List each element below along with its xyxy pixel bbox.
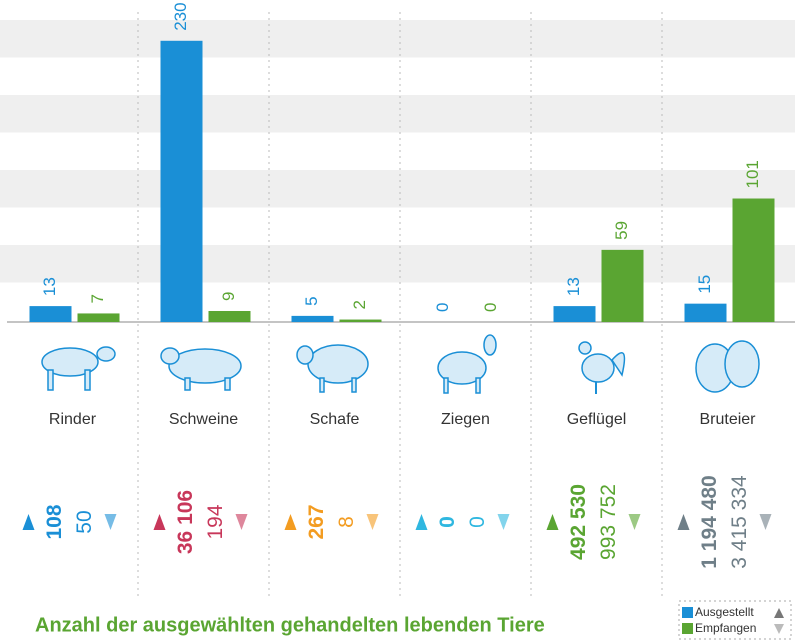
up-arrow: [547, 514, 559, 530]
value-label: 5: [302, 296, 321, 305]
grid-band: [0, 20, 795, 58]
bar: [209, 311, 251, 322]
bar: [78, 313, 120, 322]
down-arrow: [236, 514, 248, 530]
value-label: 15: [695, 275, 714, 294]
exported-value: 1 194 480: [698, 475, 721, 568]
goat-icon: [438, 335, 496, 393]
exported-value: 0: [436, 516, 459, 528]
legend-arrow: [774, 624, 784, 634]
grid-band: [0, 95, 795, 133]
cow-icon: [42, 347, 115, 390]
sheep-icon: [297, 345, 368, 392]
category-label: Geflügel: [567, 411, 627, 428]
value-label: 0: [481, 303, 500, 312]
up-arrow: [678, 514, 690, 530]
bar: [685, 304, 727, 322]
down-arrow: [760, 514, 772, 530]
value-label: 230: [171, 2, 190, 30]
legend-swatch: [682, 607, 693, 618]
up-arrow: [23, 514, 35, 530]
legend-label: Ausgestellt: [695, 605, 754, 619]
value-label: 0: [433, 303, 452, 312]
value-label: 7: [88, 294, 107, 303]
imported-value: 0: [466, 516, 489, 528]
bar: [340, 320, 382, 322]
exported-value: 267: [305, 504, 328, 539]
bar: [602, 250, 644, 322]
category-label: Rinder: [49, 411, 97, 428]
egg-icon: [696, 341, 759, 392]
page: Rinder13710850Schweine230936 106194Schaf…: [0, 0, 795, 641]
bar: [30, 306, 72, 322]
legend-swatch: [682, 623, 693, 634]
imported-value: 993 752: [597, 484, 620, 560]
rooster-icon: [579, 342, 624, 394]
legend-label: Empfangen: [695, 621, 756, 635]
bar: [733, 199, 775, 322]
down-arrow: [629, 514, 641, 530]
value-label: 13: [564, 277, 583, 296]
bar: [161, 41, 203, 322]
up-arrow: [285, 514, 297, 530]
pig-icon: [161, 348, 241, 390]
down-arrow: [498, 514, 510, 530]
grid-band: [0, 245, 795, 283]
category-label: Schweine: [169, 411, 238, 428]
down-arrow: [367, 514, 379, 530]
value-label: 9: [219, 292, 238, 301]
value-label: 59: [612, 221, 631, 240]
value-label: 2: [350, 300, 369, 309]
value-label: 101: [743, 160, 762, 188]
legend-arrow: [774, 608, 784, 618]
imported-value: 194: [204, 504, 227, 539]
category-label: Bruteier: [699, 411, 756, 428]
value-label: 13: [40, 277, 59, 296]
bar: [292, 316, 334, 322]
exported-value: 492 530: [567, 484, 590, 560]
stripes: [0, 20, 795, 283]
up-arrow: [416, 514, 428, 530]
imported-value: 50: [73, 510, 96, 533]
chart-title: Anzahl der ausgewählten gehandelten lebe…: [35, 614, 545, 636]
imported-value: 8: [335, 516, 358, 528]
bar: [554, 306, 596, 322]
exported-value: 36 106: [174, 490, 197, 554]
imported-value: 3 415 334: [728, 475, 751, 569]
grid-band: [0, 170, 795, 208]
down-arrow: [105, 514, 117, 530]
up-arrow: [154, 514, 166, 530]
category-label: Ziegen: [441, 411, 490, 428]
category-label: Schafe: [310, 411, 360, 428]
exported-value: 108: [43, 504, 66, 539]
